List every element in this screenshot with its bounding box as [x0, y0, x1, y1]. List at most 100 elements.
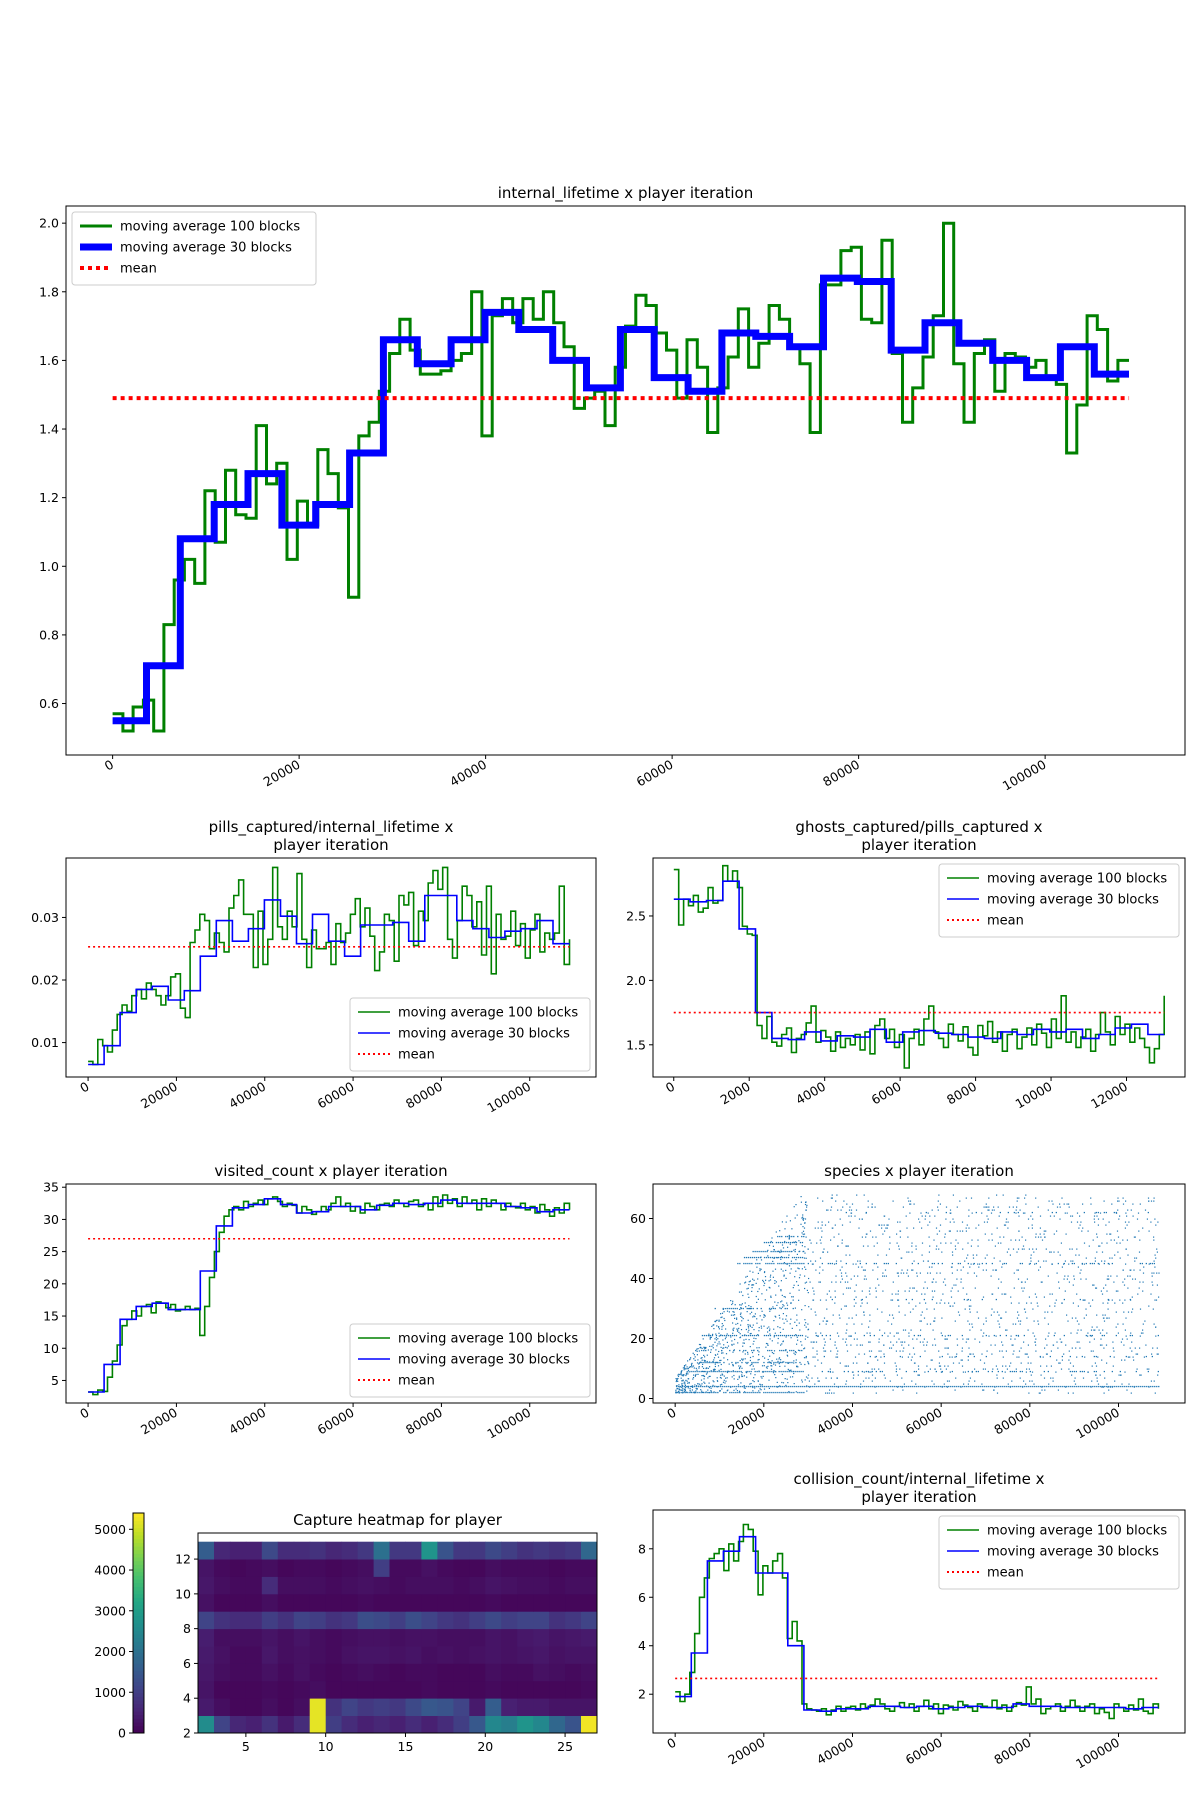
scatter-point — [1126, 1338, 1128, 1340]
scatter-point — [753, 1334, 756, 1337]
scatter-point — [806, 1204, 808, 1206]
scatter-point — [709, 1337, 711, 1339]
scatter-point — [1012, 1248, 1015, 1250]
heatmap-cell — [405, 1698, 422, 1716]
scatter-point — [1095, 1287, 1097, 1289]
scatter-point — [724, 1338, 726, 1340]
scatter-point — [750, 1332, 752, 1335]
scatter-point — [881, 1370, 883, 1373]
scatter-point — [681, 1386, 683, 1389]
scatter-point — [821, 1230, 823, 1232]
scatter-point — [696, 1354, 698, 1356]
scatter-point — [983, 1221, 986, 1223]
scatter-point — [1155, 1326, 1157, 1328]
scatter-point — [753, 1368, 755, 1370]
scatter-point — [730, 1307, 732, 1310]
scatter-point — [827, 1262, 829, 1265]
scatter-point — [698, 1363, 700, 1365]
scatter-point — [731, 1361, 733, 1364]
scatter-point — [733, 1378, 735, 1380]
scatter-point — [839, 1218, 841, 1220]
scatter-point — [789, 1376, 792, 1378]
scatter-point — [1095, 1211, 1097, 1214]
scatter-point — [999, 1326, 1001, 1328]
scatter-point — [793, 1383, 795, 1385]
scatter-point — [1028, 1296, 1030, 1298]
scatter-point — [850, 1215, 852, 1217]
scatter-point — [971, 1212, 973, 1214]
scatter-point — [871, 1374, 874, 1376]
scatter-point — [845, 1245, 847, 1247]
scatter-point — [938, 1350, 940, 1352]
scatter-point — [804, 1252, 806, 1254]
heatmap-cell — [533, 1646, 550, 1664]
x-tick-label: 10000 — [1013, 1079, 1055, 1112]
scatter-point — [767, 1334, 770, 1337]
x-tick-label: 0 — [102, 757, 116, 774]
scatter-point — [740, 1324, 742, 1326]
scatter-point — [1072, 1260, 1074, 1262]
scatter-point — [970, 1245, 972, 1247]
scatter-point — [819, 1257, 822, 1259]
scatter-point — [769, 1391, 771, 1394]
scatter-point — [1071, 1347, 1073, 1349]
scatter-point — [939, 1302, 941, 1304]
heatmap-cell — [389, 1698, 406, 1716]
y-tick-label: 6 — [638, 1590, 646, 1605]
scatter-point — [991, 1262, 993, 1265]
scatter-point — [692, 1352, 694, 1354]
scatter-point — [897, 1275, 900, 1277]
scatter-point — [1069, 1362, 1072, 1364]
scatter-point — [782, 1304, 784, 1306]
scatter-point — [814, 1385, 816, 1388]
scatter-point — [1068, 1281, 1070, 1283]
scatter-point — [950, 1266, 953, 1268]
heatmap-cell — [245, 1715, 263, 1734]
scatter-point — [1130, 1209, 1132, 1211]
scatter-point — [916, 1392, 918, 1394]
scatter-point — [858, 1353, 860, 1355]
heatmap-cell — [277, 1646, 295, 1664]
scatter-point — [956, 1353, 958, 1355]
scatter-point — [753, 1381, 755, 1383]
scatter-point — [702, 1338, 704, 1340]
scatter-point — [753, 1337, 755, 1339]
scatter-point — [1148, 1386, 1150, 1388]
scatter-point — [695, 1390, 697, 1392]
scatter-point — [736, 1385, 738, 1388]
scatter-point — [747, 1262, 749, 1265]
scatter-point — [966, 1299, 968, 1301]
scatter-point — [1145, 1344, 1147, 1346]
scatter-point — [1141, 1262, 1143, 1265]
scatter-point — [781, 1300, 783, 1302]
scatter-point — [804, 1379, 806, 1381]
scatter-point — [769, 1276, 771, 1278]
scatter-point — [714, 1338, 716, 1340]
scatter-point — [688, 1366, 690, 1369]
heatmap-cell — [501, 1611, 518, 1630]
scatter-point — [1044, 1236, 1046, 1238]
scatter-point — [786, 1354, 788, 1356]
scatter-point — [912, 1287, 914, 1289]
scatter-point — [1064, 1212, 1066, 1214]
scatter-point — [1089, 1341, 1091, 1343]
heatmap-cell — [549, 1576, 566, 1595]
scatter-point — [765, 1279, 767, 1281]
heatmap-cell — [245, 1628, 263, 1647]
scatter-point — [723, 1375, 725, 1377]
scatter-point — [749, 1324, 751, 1326]
y-tick-label: 2.0 — [626, 973, 646, 988]
colorbar-segment — [133, 1692, 144, 1697]
scatter-point — [774, 1374, 776, 1376]
scatter-point — [1074, 1377, 1076, 1379]
scatter-point — [1056, 1206, 1059, 1208]
scatter-point — [721, 1383, 723, 1385]
scatter-point — [681, 1370, 683, 1372]
scatter-point — [1101, 1359, 1103, 1361]
scatter-point — [884, 1377, 886, 1379]
heatmap-cell — [437, 1541, 454, 1560]
scatter-point — [873, 1368, 876, 1370]
scatter-point — [773, 1328, 775, 1330]
